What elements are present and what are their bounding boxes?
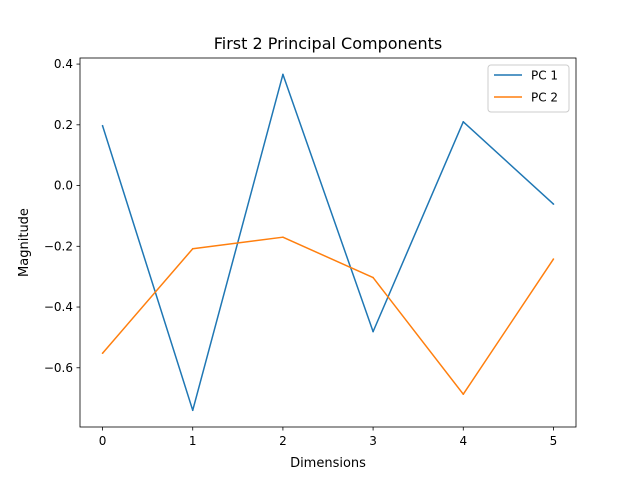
data-point-pc-1 [191, 409, 194, 412]
legend: PC 1 PC 2 [487, 64, 570, 113]
chart-title: First 2 Principal Components [214, 34, 443, 53]
y-tick-label: 0.4 [54, 57, 73, 71]
y-tick-label: −0.2 [44, 239, 73, 253]
data-point-pc-2 [282, 236, 284, 238]
data-point-pc-1 [372, 330, 374, 333]
y-tick-label: 0.2 [54, 118, 73, 132]
y-tick-label: −0.4 [44, 300, 73, 314]
legend-label-pc-2: PC 2 [531, 91, 558, 105]
data-point-pc-2 [191, 247, 194, 250]
x-tick-label: 4 [459, 434, 467, 448]
series-line-pc-1 [101, 73, 554, 412]
data-point-pc-1 [101, 124, 104, 127]
plot-area: 0 1 2 3 4 5 0.4 0.2 0.0 −0.2 −0.4 −0.6 [44, 57, 557, 448]
x-axis-label: Dimensions [290, 456, 366, 471]
data-point-pc-1 [552, 203, 555, 205]
data-point-pc-1 [462, 120, 465, 123]
x-tick-label: 1 [189, 434, 197, 448]
x-tick-label: 0 [99, 434, 107, 448]
legend-box [487, 64, 570, 113]
data-point-pc-2 [372, 276, 374, 279]
data-point-pc-2 [552, 258, 555, 260]
axes-frame [79, 57, 577, 428]
data-point-pc-2 [462, 393, 465, 396]
x-tick-label: 2 [279, 434, 287, 448]
y-axis-label: Magnitude [17, 208, 32, 277]
data-point-pc-2 [101, 352, 104, 355]
x-tick-label: 5 [550, 434, 558, 448]
legend-label-pc-1: PC 1 [531, 69, 558, 83]
data-point-pc-1 [282, 73, 284, 76]
y-tick-label: −0.6 [44, 361, 73, 375]
y-tick-label: 0.0 [54, 179, 73, 193]
x-tick-label: 3 [369, 434, 377, 448]
series-line-pc-2 [101, 236, 555, 395]
